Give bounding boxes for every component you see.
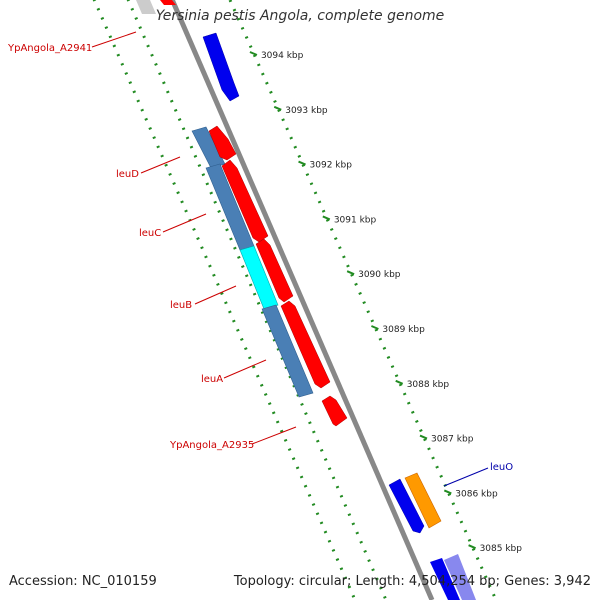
kbp-tick-mark	[395, 379, 404, 385]
genome-backbone	[169, 0, 435, 600]
kbp-tick-label: 3088 kbp	[407, 380, 450, 390]
label-leuD: leuD	[116, 169, 139, 180]
leader-A2935	[251, 426, 297, 445]
kbp-tick-label: 3091 kbp	[334, 215, 377, 225]
gene-blue-near-leuO	[388, 478, 425, 534]
kbp-tick-mark	[468, 544, 476, 550]
leader-leuD	[140, 156, 181, 174]
kbp-tick-label: 3090 kbp	[358, 270, 401, 280]
accession-text: Accession: NC_010159	[9, 574, 157, 589]
label-leuC: leuC	[139, 228, 161, 239]
gene-red-leuA	[280, 300, 331, 389]
kbp-tick-mark	[346, 270, 355, 276]
label-leuO: leuO	[490, 462, 513, 473]
gene-red-leuB	[255, 238, 294, 303]
gene-red-A2935	[321, 395, 348, 427]
kbp-tick-mark	[322, 215, 331, 221]
kbp-tick-label: 3087 kbp	[431, 435, 474, 445]
gene-red-leuD	[208, 125, 237, 161]
leader-leuC	[162, 213, 207, 233]
gene-red-leuC	[221, 159, 269, 243]
label-A2941: YpAngola_A2941	[7, 43, 92, 54]
gene-blue-top	[202, 32, 240, 102]
gene-blue-bottom	[430, 558, 460, 600]
gene-red-partial	[160, 0, 176, 5]
kbp-tick-mark	[443, 489, 452, 495]
kbp-tick-mark	[273, 105, 282, 111]
label-leuB: leuB	[170, 300, 192, 311]
kbp-tick-mark	[298, 160, 306, 166]
genome-summary-text: Topology: circular; Length: 4,504,254 bp…	[233, 574, 591, 589]
kbp-tick-label: 3092 kbp	[310, 161, 353, 171]
inner-dotted-ring-2	[92, 0, 357, 600]
kbp-tick-mark	[419, 434, 428, 440]
inner-dotted-ring-1	[126, 0, 388, 600]
kbp-tick-label: 3086 kbp	[455, 489, 498, 499]
leader-leuO	[443, 467, 489, 487]
genome-title: Yersinia pestis Angola, complete genome	[155, 8, 445, 24]
kbp-tick-label: 3085 kbp	[480, 544, 523, 554]
leader-A2941	[91, 31, 137, 48]
feature-leuB-cyan	[239, 245, 279, 310]
gene-lavender-bottom	[444, 554, 476, 600]
kbp-tick-label: 3094 kbp	[261, 51, 304, 61]
label-leuA: leuA	[201, 374, 223, 385]
kbp-tick-mark	[371, 325, 379, 330]
leader-leuA	[223, 359, 267, 379]
kbp-tick-label: 3089 kbp	[382, 325, 425, 335]
kbp-tick-labels: 3094 kbp 3093 kbp 3092 kbp 3091 kbp 3090 kbp…	[249, 51, 523, 554]
leader-leuB	[194, 285, 237, 305]
feature-leuA-steelblue	[261, 304, 314, 398]
gene-grey-partial	[136, 0, 156, 14]
kbp-tick-label: 3093 kbp	[285, 106, 328, 116]
kbp-tick-mark	[249, 51, 258, 56]
gene-orange-leuO	[404, 472, 442, 529]
label-A2935: YpAngola_A2935	[169, 440, 254, 451]
